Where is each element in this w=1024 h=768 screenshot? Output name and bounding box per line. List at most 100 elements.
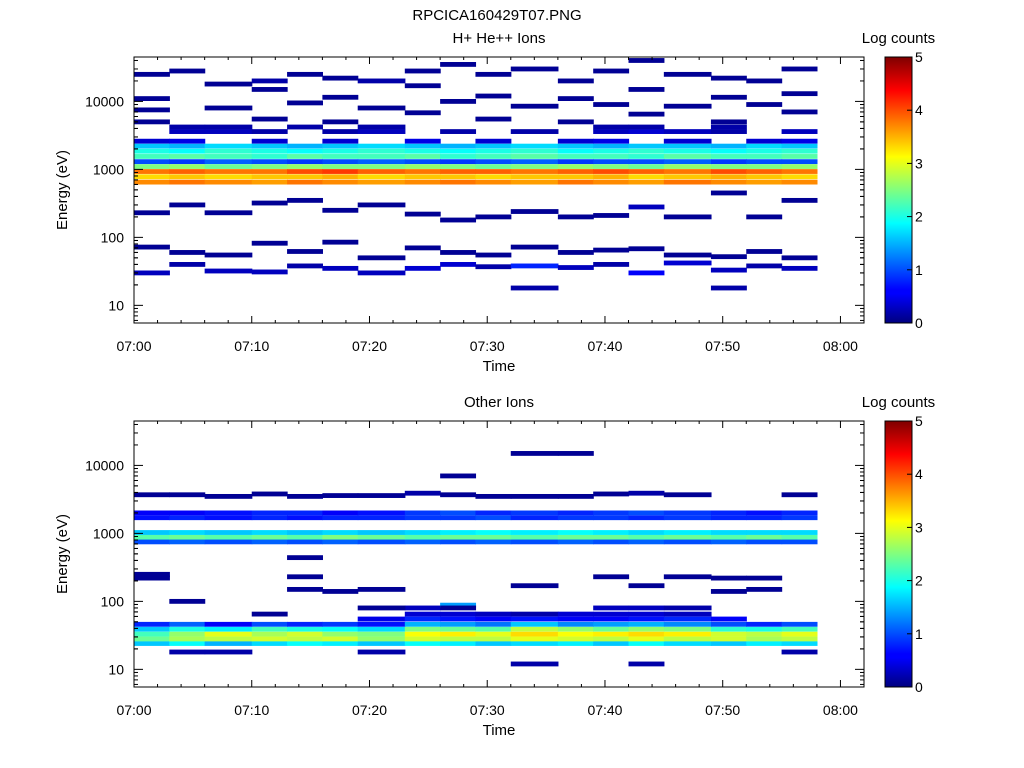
heatmap-cell: [710, 148, 747, 154]
heatmap-cell: [169, 68, 206, 74]
heatmap-cell: [781, 143, 818, 149]
heatmap-cell: [710, 174, 747, 180]
heatmap-cell: [287, 636, 323, 642]
heatmap-cell: [628, 143, 665, 149]
y-axis-label: Energy (eV): [54, 150, 71, 230]
heatmap-cell: [593, 138, 630, 144]
heatmap-cells: [134, 58, 818, 291]
heatmap-cell: [557, 96, 594, 102]
heatmap-cell: [404, 515, 441, 521]
heatmap-cell: [287, 164, 323, 169]
heatmap-cell: [628, 169, 665, 174]
heatmap-cell: [204, 626, 253, 632]
x-tick-label: 07:00: [116, 702, 151, 718]
heatmap-cell: [322, 530, 359, 535]
heatmap-cell: [287, 143, 323, 149]
heatmap-cell: [710, 641, 747, 646]
heatmap-cell: [710, 589, 747, 594]
heatmap-cell: [204, 493, 253, 499]
heatmap-cell: [169, 530, 206, 535]
heatmap-cell: [251, 510, 288, 516]
heatmap-cell: [710, 143, 747, 149]
heatmap-cell: [440, 129, 477, 134]
heatmap-cell: [204, 510, 253, 516]
heatmap-cell: [510, 616, 559, 622]
heatmap-cell: [134, 631, 170, 637]
heatmap-cell: [746, 636, 783, 642]
heatmap-cell: [746, 214, 783, 220]
heatmap-cell: [357, 129, 406, 134]
heatmap-cell: [287, 179, 323, 185]
heatmap-cell: [287, 539, 323, 545]
heatmap-cell: [404, 490, 441, 496]
heatmap-cell: [169, 179, 206, 185]
heatmap-cell: [440, 605, 477, 611]
heatmap-cell: [475, 159, 512, 165]
heatmap-cells: [134, 451, 818, 667]
panel-2: 07:00 07:10 07:20 07:30 07:40 07:50 08:0010100…: [54, 394, 935, 739]
heatmap-cell: [781, 636, 818, 642]
heatmap-cell: [746, 510, 783, 516]
heatmap-cell: [357, 179, 406, 185]
heatmap-cell: [404, 169, 441, 174]
heatmap-cell: [357, 534, 406, 540]
heatmap-cell: [510, 263, 559, 269]
heatmap-cell: [628, 111, 665, 117]
y-tick-label: 100: [101, 593, 125, 609]
heatmap-cell: [510, 244, 559, 250]
heatmap-cell: [628, 204, 665, 210]
heatmap-cell: [322, 75, 359, 81]
heatmap-cell: [475, 539, 512, 545]
heatmap-cell: [593, 159, 630, 165]
heatmap-cell: [169, 510, 206, 516]
heatmap-cell: [287, 510, 323, 516]
heatmap-cell: [593, 102, 630, 107]
heatmap-cell: [204, 268, 253, 274]
heatmap-cell: [204, 159, 253, 165]
heatmap-cell: [134, 575, 170, 581]
heatmap-cell: [251, 78, 288, 84]
heatmap-cell: [440, 179, 477, 185]
heatmap-cell: [404, 510, 441, 516]
heatmap-cell: [404, 605, 441, 611]
x-tick-label: 07:40: [587, 702, 622, 718]
heatmap-cell: [557, 534, 594, 540]
heatmap-cell: [557, 641, 594, 646]
heatmap-cell: [746, 626, 783, 632]
heatmap-cell: [663, 159, 712, 165]
heatmap-cell: [663, 515, 712, 521]
heatmap-cell: [251, 269, 288, 275]
x-tick-label: 07:20: [352, 702, 387, 718]
heatmap-cell: [593, 68, 630, 74]
heatmap-cell: [781, 91, 818, 97]
heatmap-cell: [357, 124, 406, 130]
heatmap-cell: [169, 148, 206, 154]
heatmap-cell: [510, 539, 559, 545]
heatmap-cell: [357, 510, 406, 516]
heatmap-cell: [593, 510, 630, 516]
heatmap-cell: [251, 148, 288, 154]
heatmap-cell: [287, 249, 323, 254]
heatmap-cell: [593, 491, 630, 497]
heatmap-cell: [746, 621, 783, 627]
heatmap-cell: [440, 626, 477, 632]
colorbar-tick-label: 1: [915, 262, 923, 278]
heatmap-cell: [404, 159, 441, 165]
heatmap-cell: [663, 154, 712, 159]
heatmap-cell: [746, 169, 783, 174]
panel-1: 07:00 07:10 07:20 07:30 07:40 07:50 08:0010100…: [54, 30, 935, 375]
heatmap-cell: [169, 143, 206, 149]
colorbar-tick-label: 2: [915, 209, 923, 225]
heatmap-cell: [251, 491, 288, 497]
heatmap-cell: [251, 159, 288, 165]
heatmap-cell: [322, 119, 359, 125]
heatmap-cell: [710, 94, 747, 100]
heatmap-cell: [510, 159, 559, 165]
y-tick-label: 10000: [85, 93, 124, 109]
heatmap-cell: [663, 214, 712, 220]
heatmap-cell: [710, 169, 747, 174]
colorbar-label: Log counts: [862, 30, 935, 47]
heatmap-cell: [781, 515, 818, 521]
heatmap-cell: [663, 138, 712, 144]
heatmap-cell: [322, 631, 359, 637]
